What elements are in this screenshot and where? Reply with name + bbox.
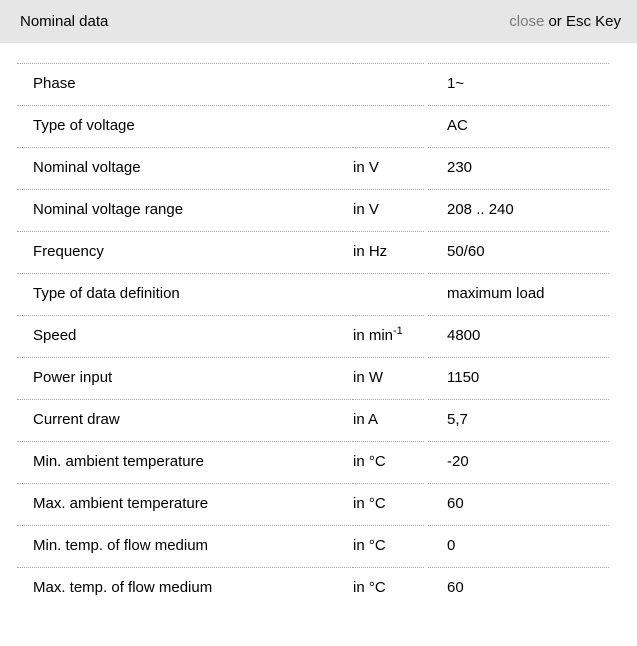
table-row: Nominal voltage in V (17, 147, 424, 190)
close-area: close or Esc Key (509, 13, 621, 30)
row-unit: in V (353, 147, 424, 190)
row-unit (353, 105, 424, 148)
row-label: Frequency (17, 231, 353, 274)
table-row: Phase (17, 63, 424, 106)
row-value: AC (428, 105, 609, 148)
row-value: 60 (428, 483, 609, 526)
row-value: -20 (428, 441, 609, 484)
table-row: Min. temp. of flow medium in °C (17, 525, 424, 568)
row-label: Nominal voltage range (17, 189, 353, 232)
row-unit: in °C (353, 567, 424, 609)
table-row-value: 230 (428, 147, 609, 190)
table-row: Speed in min-1 (17, 315, 424, 358)
row-unit: in °C (353, 441, 424, 484)
table-row-value: 5,7 (428, 399, 609, 442)
row-unit (353, 273, 424, 316)
row-label: Min. ambient temperature (17, 441, 353, 484)
row-value: 60 (428, 567, 609, 609)
table-row-value: 0 (428, 525, 609, 568)
row-value: 1~ (428, 63, 609, 106)
row-unit: in °C (353, 525, 424, 568)
row-value: 5,7 (428, 399, 609, 442)
table-row-value: 1~ (428, 63, 609, 106)
table-row: Nominal voltage range in V (17, 189, 424, 232)
table-row-value: 1150 (428, 357, 609, 400)
row-label: Max. temp. of flow medium (17, 567, 353, 609)
row-label: Type of data definition (17, 273, 353, 316)
row-value: 0 (428, 525, 609, 568)
table-row: Power input in W (17, 357, 424, 400)
row-label: Type of voltage (17, 105, 353, 148)
table-row-value: 4800 (428, 315, 609, 358)
row-unit (353, 63, 424, 106)
row-unit: in Hz (353, 231, 424, 274)
table-row: Max. ambient temperature in °C (17, 483, 424, 526)
table-row: Min. ambient temperature in °C (17, 441, 424, 484)
unit-superscript: -1 (393, 325, 403, 337)
dialog-title: Nominal data (20, 13, 109, 30)
close-link[interactable]: close (509, 13, 545, 30)
close-hint-text: or Esc Key (544, 13, 621, 30)
table-row-value: 60 (428, 483, 609, 526)
table-row: Frequency in Hz (17, 231, 424, 274)
row-label: Power input (17, 357, 353, 400)
row-value: 230 (428, 147, 609, 190)
row-label: Phase (17, 63, 353, 106)
row-label: Max. ambient temperature (17, 483, 353, 526)
row-unit: in A (353, 399, 424, 442)
row-unit: in °C (353, 483, 424, 526)
row-unit: in min-1 (353, 315, 424, 358)
dialog-header: Nominal data close or Esc Key (0, 0, 637, 43)
row-label: Speed (17, 315, 353, 358)
row-label: Min. temp. of flow medium (17, 525, 353, 568)
table-row-value: 208 .. 240 (428, 189, 609, 232)
row-label: Current draw (17, 399, 353, 442)
row-value: 50/60 (428, 231, 609, 274)
row-label: Nominal voltage (17, 147, 353, 190)
row-value: 4800 (428, 315, 609, 358)
row-unit: in V (353, 189, 424, 232)
row-value: 1150 (428, 357, 609, 400)
row-value: maximum load (428, 273, 609, 316)
table-row-value: 60 (428, 567, 609, 609)
table-row: Current draw in A (17, 399, 424, 442)
table-row: Max. temp. of flow medium in °C (17, 567, 424, 609)
values-table: 1~ AC 230 208 .. 240 50/60 maximum load 4800 11… (428, 63, 609, 609)
table-row: Type of voltage (17, 105, 424, 148)
table-row: Type of data definition (17, 273, 424, 316)
row-unit: in W (353, 357, 424, 400)
table-row-value: -20 (428, 441, 609, 484)
table-row-value: 50/60 (428, 231, 609, 274)
table-row-value: maximum load (428, 273, 609, 316)
row-value: 208 .. 240 (428, 189, 609, 232)
table-row-value: AC (428, 105, 609, 148)
